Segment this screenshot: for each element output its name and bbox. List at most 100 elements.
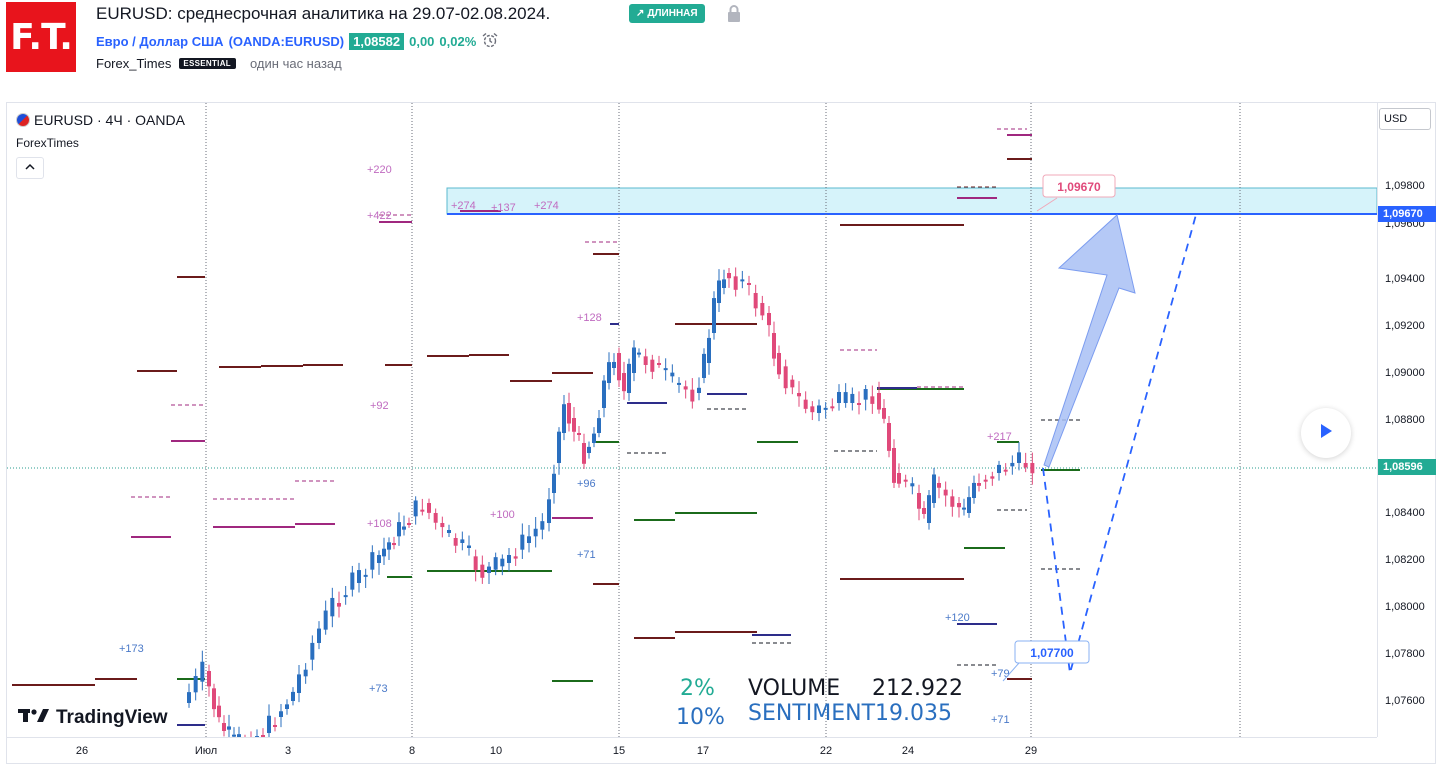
candle-body xyxy=(330,597,335,617)
time-tick-label: 29 xyxy=(1024,745,1038,757)
candle-body xyxy=(922,508,926,514)
price-tick-label: 1,09400 xyxy=(1385,273,1425,285)
candle-body xyxy=(317,628,321,643)
candle-body xyxy=(217,705,221,718)
time-axis[interactable]: 26 Июл 3 8 10 15 17 22 24 29 xyxy=(7,737,1377,764)
candle-body xyxy=(297,674,301,693)
candle-body xyxy=(892,448,896,483)
candle-body xyxy=(413,500,418,517)
price-tick-label: 1,08000 xyxy=(1385,601,1425,613)
level-label: +92 xyxy=(370,400,389,412)
alarm-clock-icon[interactable] xyxy=(481,32,499,51)
candle-body xyxy=(632,347,636,373)
resistance-zone[interactable] xyxy=(446,187,1377,215)
price-axis[interactable]: 1,09800 1,09600 1,09400 1,09200 1,09000 1,088… xyxy=(1377,103,1436,737)
candle-body xyxy=(255,736,259,737)
candle-body xyxy=(677,382,681,385)
candle-body xyxy=(843,392,848,403)
collapse-legend-button[interactable] xyxy=(16,157,44,179)
price-change-pct: 0,02% xyxy=(439,34,477,49)
candle-body xyxy=(261,735,265,737)
callout-low-label: 1,07700 xyxy=(1030,646,1074,660)
symbol-code-link[interactable]: (OANDA:EURUSD) xyxy=(228,34,345,49)
level-label: +274 xyxy=(451,200,476,212)
chart-legend[interactable]: EURUSD · 4Ч · OANDA xyxy=(16,112,185,128)
candle-body xyxy=(291,691,295,701)
author-line: Forex_Times ESSENTIAL один час назад xyxy=(96,56,342,71)
currency-button[interactable]: USD xyxy=(1379,108,1431,130)
indicator-name: ForexTimes xyxy=(16,136,79,150)
candle-body xyxy=(480,564,485,578)
candle-body xyxy=(932,474,936,503)
candle-body xyxy=(740,279,745,282)
callout-low[interactable]: 1,07700 xyxy=(1002,640,1090,682)
level-label: +137 xyxy=(491,202,516,214)
chart-canvas[interactable]: +220 +422 +274 +137 +274 +92 +108 +100 +96 +71 +17… xyxy=(7,103,1377,737)
candle-body xyxy=(670,372,675,377)
candle-body xyxy=(903,479,908,482)
candle-body xyxy=(927,495,931,523)
candle-body xyxy=(823,407,828,410)
essential-badge: ESSENTIAL xyxy=(179,58,236,69)
candle-body xyxy=(232,734,236,737)
level-label: +120 xyxy=(945,612,970,624)
candle-body xyxy=(370,552,375,570)
candle-body xyxy=(402,526,406,530)
candle-body xyxy=(837,392,841,403)
level-label: +173 xyxy=(119,643,144,655)
candle-body xyxy=(607,362,611,383)
level-label: +220 xyxy=(367,164,392,176)
callout-high[interactable]: 1,09670 xyxy=(1036,174,1116,212)
candle-body xyxy=(207,671,211,687)
candle-body xyxy=(267,715,271,733)
candle-body xyxy=(917,493,921,509)
candle-body xyxy=(877,393,881,410)
candle-body xyxy=(567,403,571,424)
bullish-arrow[interactable] xyxy=(1043,214,1136,468)
candle-body xyxy=(420,509,425,512)
forex-times-logo[interactable]: F.T. xyxy=(6,2,76,72)
candle-body xyxy=(697,387,701,393)
play-replay-button[interactable] xyxy=(1301,408,1351,458)
candle-body xyxy=(473,556,478,570)
candle-body xyxy=(683,386,688,390)
price-tick-label: 1,08400 xyxy=(1385,507,1425,519)
candle-body xyxy=(753,293,758,309)
author-name-link[interactable]: Forex_Times xyxy=(96,56,172,71)
time-tick-label: Июл xyxy=(194,745,218,757)
sentiment-value: 19.035 xyxy=(875,701,952,726)
candle-body xyxy=(797,393,801,397)
time-tick-label: 26 xyxy=(75,745,89,757)
time-tick-label: 10 xyxy=(489,745,503,757)
candle-body xyxy=(962,507,966,510)
candle-body xyxy=(227,726,231,730)
candle-body xyxy=(447,530,451,533)
candle-body xyxy=(343,595,348,598)
candle-body xyxy=(983,479,988,482)
candle-body xyxy=(350,572,355,590)
candle-body xyxy=(997,464,1001,473)
level-label: +71 xyxy=(577,549,596,561)
candle-body xyxy=(622,373,626,392)
candle-body xyxy=(1010,462,1015,467)
candle-body xyxy=(972,482,976,498)
candle-body xyxy=(533,528,538,537)
candle-body xyxy=(377,555,381,563)
candle-body xyxy=(863,389,868,400)
candle-body xyxy=(427,503,431,513)
tradingview-logo-icon xyxy=(18,707,50,729)
price-tick-label: 1,08200 xyxy=(1385,554,1425,566)
candle-body xyxy=(1030,463,1035,474)
time-tick-label: 3 xyxy=(284,745,292,757)
symbol-name-link[interactable]: Евро / Доллар США xyxy=(96,34,224,49)
candle-body xyxy=(407,523,411,525)
candle-body xyxy=(310,642,315,660)
candle-body xyxy=(460,539,465,543)
level-label: +71 xyxy=(991,714,1010,726)
chart-plot-area[interactable]: +220 +422 +274 +137 +274 +92 +108 +100 +96 +71 +17… xyxy=(7,103,1377,737)
candle-body xyxy=(552,473,556,493)
level-label: +217 xyxy=(987,431,1012,443)
candle-body xyxy=(712,298,716,333)
candle-body xyxy=(627,363,631,393)
level-label: +79 xyxy=(991,668,1010,680)
